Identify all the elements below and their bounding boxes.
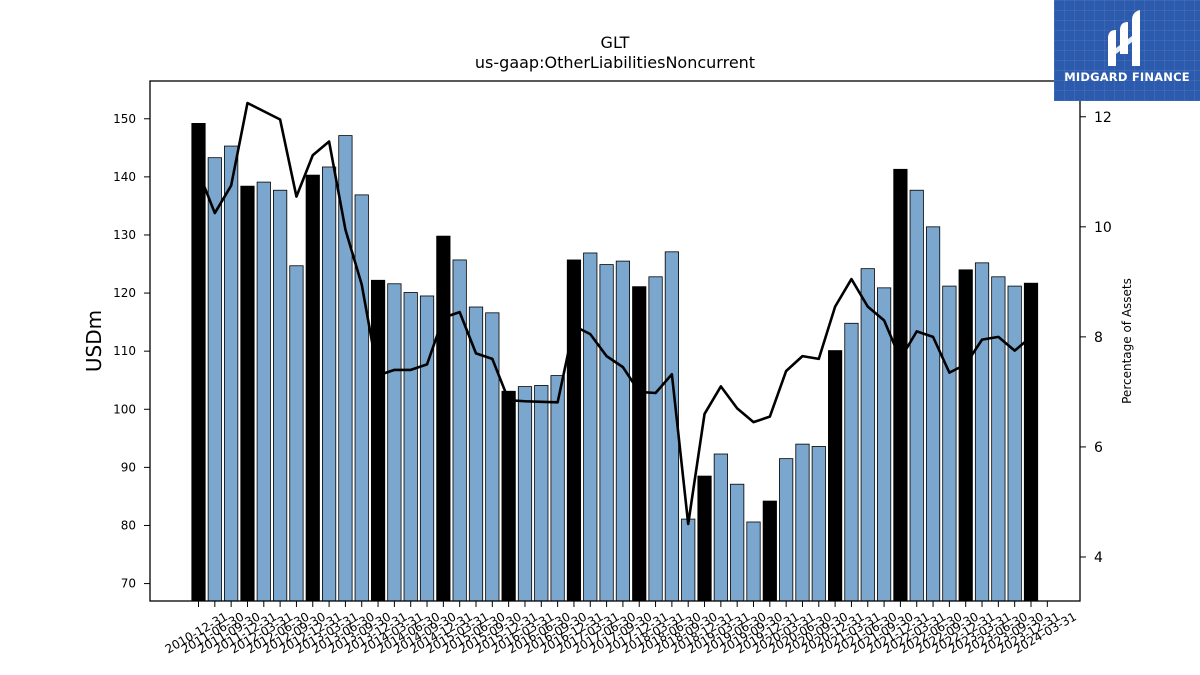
midgard-m-logo-icon xyxy=(1108,10,1140,66)
bar xyxy=(289,265,304,602)
bar xyxy=(321,166,337,602)
y2-axis-label: Percentage of Assets xyxy=(1120,278,1134,404)
bar xyxy=(681,518,696,602)
bar xyxy=(844,322,859,602)
bar xyxy=(256,181,271,602)
bar xyxy=(550,375,565,602)
y2-tick-label: 12 xyxy=(1094,110,1112,126)
bar xyxy=(958,269,973,602)
bar xyxy=(713,453,728,602)
bar xyxy=(746,521,761,602)
bar xyxy=(370,279,386,602)
bar xyxy=(762,500,777,602)
bar xyxy=(566,259,582,602)
bar xyxy=(828,350,843,602)
y2-tick-label: 4 xyxy=(1094,550,1103,566)
bar xyxy=(811,446,826,602)
y-tick-label: 110 xyxy=(113,344,136,358)
y2-tick-label: 10 xyxy=(1094,220,1112,236)
bar xyxy=(925,226,941,602)
bar xyxy=(860,268,875,602)
bar xyxy=(615,260,631,602)
bar xyxy=(909,189,924,602)
chart-subtitle: us-gaap:OtherLiabilitiesNoncurrent xyxy=(475,53,755,72)
chart-title: GLT xyxy=(601,33,630,52)
bar xyxy=(942,285,957,602)
y-tick-label: 130 xyxy=(113,228,136,242)
y2-tick-label: 6 xyxy=(1094,440,1103,456)
bar xyxy=(273,189,288,602)
y-tick-label: 70 xyxy=(121,577,136,591)
bar xyxy=(354,194,369,602)
y-axis-right: 4 6 8 10 12 xyxy=(1080,110,1112,566)
logo-brand-text: MIDGARD FINANCE xyxy=(1064,70,1190,84)
y-tick-label: 150 xyxy=(113,112,136,126)
bar xyxy=(599,264,614,602)
bar xyxy=(534,385,549,602)
bar xyxy=(207,157,222,602)
bar xyxy=(517,386,533,602)
bar xyxy=(697,475,712,602)
y-tick-label: 90 xyxy=(121,460,136,474)
plot-frame xyxy=(149,80,1081,602)
bar xyxy=(224,145,239,602)
bar xyxy=(403,292,418,602)
bar xyxy=(387,283,402,602)
y-tick-label: 120 xyxy=(113,286,136,300)
bar xyxy=(583,252,598,602)
bar xyxy=(501,390,516,602)
percentage-of-assets-line xyxy=(197,101,1032,526)
bar xyxy=(991,276,1006,602)
bar xyxy=(795,443,810,602)
bar xyxy=(877,287,892,602)
bar xyxy=(893,168,908,602)
bar xyxy=(779,458,794,602)
bar xyxy=(648,276,663,602)
bar xyxy=(632,286,647,602)
bar xyxy=(1023,282,1039,602)
bar xyxy=(436,235,451,602)
bar xyxy=(305,174,320,602)
bar xyxy=(419,295,435,602)
bar xyxy=(974,262,990,602)
midgard-finance-logo: MIDGARD FINANCE xyxy=(1054,0,1200,101)
bar xyxy=(240,185,255,602)
y-tick-label: 80 xyxy=(121,518,136,532)
y2-tick-label: 8 xyxy=(1094,330,1103,346)
bar xyxy=(730,483,745,602)
bar xyxy=(191,123,206,602)
y-tick-label: 140 xyxy=(113,170,136,184)
x-axis: 2010-12-312011-06-302011-09-302011-12-31… xyxy=(163,601,1079,656)
y-axis-label: USDm xyxy=(82,310,106,372)
bar xyxy=(1007,285,1022,602)
y-tick-label: 100 xyxy=(113,402,136,416)
y-axis-left: 70 80 90 100 110 120 130 140 150 xyxy=(113,112,150,591)
